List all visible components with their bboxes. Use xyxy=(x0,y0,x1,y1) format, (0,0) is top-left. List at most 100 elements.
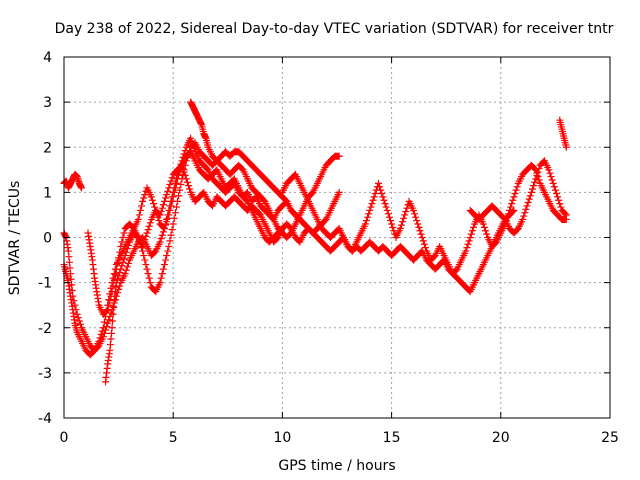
data-point xyxy=(527,188,535,196)
data-point xyxy=(105,301,113,309)
data-point xyxy=(115,254,123,262)
data-point xyxy=(164,247,172,255)
data-point xyxy=(184,150,192,158)
data-point xyxy=(145,274,153,282)
data-point xyxy=(370,193,378,201)
data-point xyxy=(556,200,564,208)
data-point xyxy=(167,202,175,210)
data-point xyxy=(155,217,163,225)
x-tick-label: 25 xyxy=(601,430,619,446)
data-point xyxy=(512,186,520,194)
data-point xyxy=(170,214,178,222)
data-point xyxy=(367,203,375,211)
data-point xyxy=(171,184,179,192)
data-point xyxy=(365,210,373,218)
data-point xyxy=(105,316,113,324)
data-point xyxy=(165,211,173,219)
data-point xyxy=(464,240,472,248)
data-point xyxy=(144,226,152,234)
series-track-h xyxy=(466,157,570,237)
data-point xyxy=(524,199,532,207)
data-point xyxy=(164,187,172,195)
data-point xyxy=(141,236,149,244)
data-point xyxy=(465,237,473,245)
data-point xyxy=(114,259,122,267)
y-tick-label: 2 xyxy=(43,140,52,156)
data-point xyxy=(522,205,530,213)
series-track-i xyxy=(556,116,570,151)
data-point xyxy=(550,183,558,191)
data-point xyxy=(561,210,569,218)
data-point xyxy=(116,268,124,276)
x-tick-label: 10 xyxy=(273,430,291,446)
data-point xyxy=(123,263,131,271)
y-tick-label: -3 xyxy=(38,366,52,382)
data-point xyxy=(157,235,165,243)
data-point xyxy=(150,200,158,208)
data-point xyxy=(506,206,514,214)
data-point xyxy=(116,248,124,256)
data-point xyxy=(160,224,168,232)
data-point xyxy=(479,220,487,228)
data-point xyxy=(160,197,168,205)
data-point xyxy=(383,206,391,214)
y-tick-label: 1 xyxy=(43,185,52,201)
data-point xyxy=(381,200,389,208)
axis-ticks: 0 5 10 15 20 25 -4 -3 -2 -1 0 1 2 3 4 xyxy=(38,50,619,446)
data-point xyxy=(122,248,130,256)
data-point xyxy=(546,169,554,177)
series-track-d xyxy=(84,139,343,318)
data-point xyxy=(508,200,516,208)
data-point xyxy=(121,252,129,260)
data-point xyxy=(158,231,166,239)
data-point xyxy=(463,244,471,252)
data-point xyxy=(119,258,127,266)
data-point xyxy=(141,256,149,264)
data-point xyxy=(109,317,117,325)
data-point xyxy=(179,165,187,173)
data-point xyxy=(140,194,148,202)
data-point xyxy=(361,220,369,228)
data-point xyxy=(483,230,491,238)
data-point xyxy=(509,196,517,204)
data-point xyxy=(172,203,180,211)
data-point xyxy=(156,279,164,287)
series-track-g xyxy=(278,161,570,278)
data-point xyxy=(112,279,120,287)
data-point xyxy=(530,182,538,190)
data-point xyxy=(117,265,125,273)
data-point xyxy=(409,206,417,214)
data-point xyxy=(397,221,405,229)
data-point xyxy=(120,255,128,263)
data-point xyxy=(142,232,150,240)
data-point xyxy=(163,218,171,226)
data-point xyxy=(146,279,154,287)
data-point xyxy=(466,234,474,241)
data-point xyxy=(384,210,392,218)
data-point xyxy=(168,174,176,182)
data-point xyxy=(187,134,195,142)
data-point xyxy=(118,262,126,270)
data-point xyxy=(167,231,175,239)
data-point xyxy=(335,152,343,160)
data-point xyxy=(124,241,132,249)
data-point xyxy=(171,209,179,217)
data-point xyxy=(402,208,410,216)
data-point xyxy=(415,223,423,231)
data-point xyxy=(400,214,408,222)
data-point xyxy=(552,190,560,198)
data-point xyxy=(159,201,167,209)
data-point xyxy=(122,266,130,274)
data-point xyxy=(376,183,384,191)
data-point xyxy=(174,197,182,205)
data-point xyxy=(470,223,477,231)
data-point xyxy=(169,220,177,228)
data-point xyxy=(143,229,151,237)
data-point xyxy=(526,192,534,200)
data-point xyxy=(525,195,533,203)
data-point xyxy=(368,200,376,208)
data-point xyxy=(555,196,563,204)
data-point xyxy=(110,270,118,278)
data-point xyxy=(528,185,536,193)
data-point xyxy=(100,318,108,326)
